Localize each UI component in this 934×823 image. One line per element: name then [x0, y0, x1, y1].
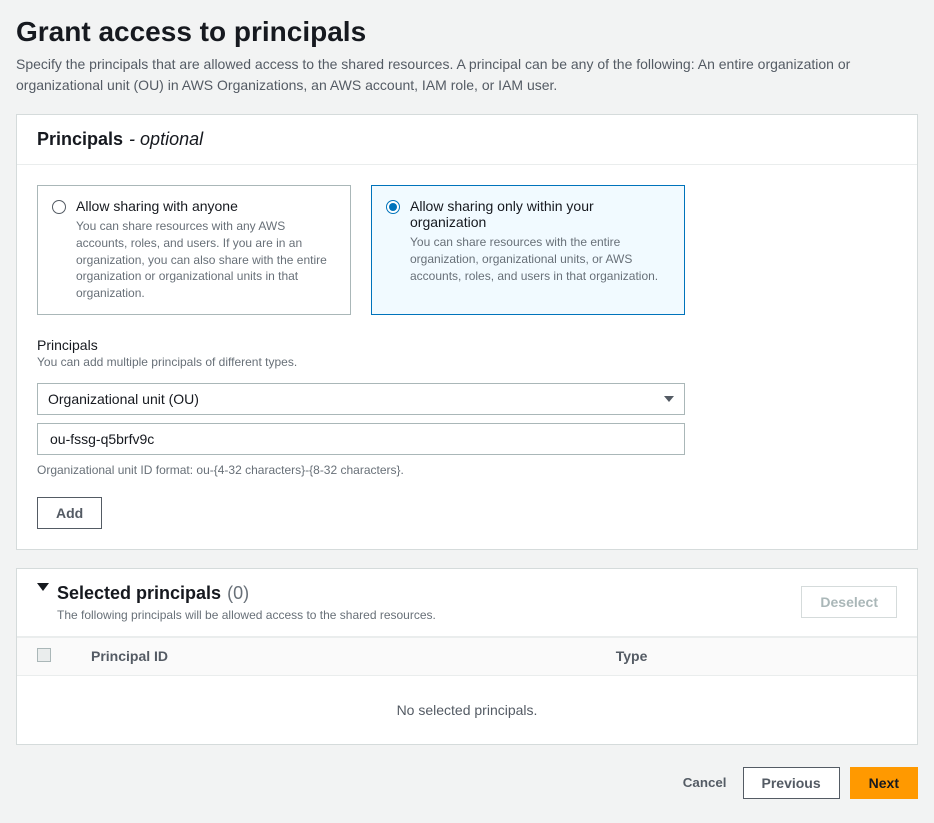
collapse-caret-icon[interactable]	[37, 583, 49, 591]
select-all-checkbox[interactable]	[37, 648, 51, 662]
principal-id-input-wrap	[37, 423, 685, 455]
principals-panel-header: Principals - optional	[17, 115, 917, 165]
sharing-option-anyone-desc: You can share resources with any AWS acc…	[76, 218, 336, 302]
cancel-button[interactable]: Cancel	[677, 774, 733, 791]
sharing-option-org-title: Allow sharing only within your organizat…	[410, 198, 670, 230]
sharing-option-anyone[interactable]: Allow sharing with anyone You can share …	[37, 185, 351, 315]
principal-type-select[interactable]: Organizational unit (OU)	[37, 383, 685, 415]
principals-panel: Principals - optional Allow sharing with…	[16, 114, 918, 550]
footer-actions: Cancel Previous Next	[16, 763, 918, 807]
selected-principals-panel: Selected principals (0) The following pr…	[16, 568, 918, 745]
deselect-button[interactable]: Deselect	[801, 586, 897, 618]
page-title: Grant access to principals	[16, 16, 918, 48]
page-description: Specify the principals that are allowed …	[16, 54, 916, 96]
add-button[interactable]: Add	[37, 497, 102, 529]
principals-field-label: Principals	[37, 337, 897, 353]
principals-optional-suffix: - optional	[129, 129, 203, 150]
radio-icon	[52, 200, 66, 214]
table-empty-row: No selected principals.	[17, 675, 917, 744]
table-empty-text: No selected principals.	[17, 675, 917, 744]
principal-type-selected: Organizational unit (OU)	[48, 391, 199, 407]
previous-button[interactable]: Previous	[743, 767, 840, 799]
next-button[interactable]: Next	[850, 767, 918, 799]
sharing-option-org[interactable]: Allow sharing only within your organizat…	[371, 185, 685, 315]
principal-id-help: Organizational unit ID format: ou-{4-32 …	[37, 463, 897, 477]
selected-principals-title: Selected principals	[57, 583, 221, 604]
selected-principals-header: Selected principals (0) The following pr…	[17, 569, 917, 637]
selected-principals-desc: The following principals will be allowed…	[57, 608, 436, 622]
sharing-option-org-desc: You can share resources with the entire …	[410, 234, 670, 284]
selected-principals-table: Principal ID Type No selected principals…	[17, 637, 917, 744]
radio-icon	[386, 200, 400, 214]
column-type: Type	[596, 637, 917, 675]
principals-panel-title: Principals	[37, 129, 123, 150]
sharing-option-anyone-title: Allow sharing with anyone	[76, 198, 336, 214]
chevron-down-icon	[664, 396, 674, 402]
selected-principals-count: (0)	[227, 583, 249, 604]
principal-id-input[interactable]	[48, 430, 674, 448]
principals-field-hint: You can add multiple principals of diffe…	[37, 355, 897, 369]
column-principal-id: Principal ID	[71, 637, 596, 675]
